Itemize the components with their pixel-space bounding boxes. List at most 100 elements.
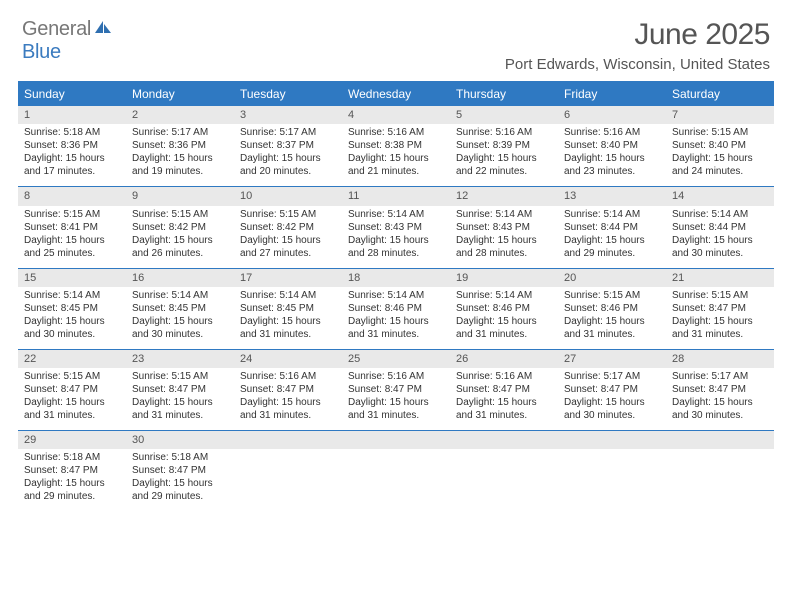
day-cell (342, 431, 450, 511)
day-body: Sunrise: 5:14 AMSunset: 8:45 PMDaylight:… (234, 287, 342, 349)
day-cell: 28Sunrise: 5:17 AMSunset: 8:47 PMDayligh… (666, 350, 774, 430)
sunrise-text: Sunrise: 5:16 AM (240, 370, 336, 383)
sunrise-text: Sunrise: 5:18 AM (24, 451, 120, 464)
daylight-text: and 30 minutes. (24, 328, 120, 341)
sunrise-text: Sunrise: 5:15 AM (24, 370, 120, 383)
sunset-text: Sunset: 8:47 PM (456, 383, 552, 396)
sunset-text: Sunset: 8:41 PM (24, 221, 120, 234)
day-number (342, 431, 450, 449)
day-cell: 24Sunrise: 5:16 AMSunset: 8:47 PMDayligh… (234, 350, 342, 430)
day-cell: 18Sunrise: 5:14 AMSunset: 8:46 PMDayligh… (342, 269, 450, 349)
day-number: 14 (666, 187, 774, 205)
sunrise-text: Sunrise: 5:14 AM (348, 289, 444, 302)
sunset-text: Sunset: 8:47 PM (132, 464, 228, 477)
daylight-text: and 29 minutes. (564, 247, 660, 260)
daylight-text: Daylight: 15 hours (24, 315, 120, 328)
day-body: Sunrise: 5:15 AMSunset: 8:42 PMDaylight:… (234, 206, 342, 268)
daylight-text: and 31 minutes. (348, 328, 444, 341)
sunset-text: Sunset: 8:42 PM (132, 221, 228, 234)
sunset-text: Sunset: 8:47 PM (132, 383, 228, 396)
day-header-thursday: Thursday (450, 83, 558, 106)
day-cell: 3Sunrise: 5:17 AMSunset: 8:37 PMDaylight… (234, 106, 342, 186)
day-number: 20 (558, 269, 666, 287)
daylight-text: and 28 minutes. (348, 247, 444, 260)
day-cell (558, 431, 666, 511)
sunrise-text: Sunrise: 5:14 AM (564, 208, 660, 221)
day-body: Sunrise: 5:15 AMSunset: 8:41 PMDaylight:… (18, 206, 126, 268)
daylight-text: and 30 minutes. (564, 409, 660, 422)
daylight-text: and 31 minutes. (24, 409, 120, 422)
daylight-text: and 30 minutes. (672, 247, 768, 260)
daylight-text: Daylight: 15 hours (348, 396, 444, 409)
sunrise-text: Sunrise: 5:14 AM (24, 289, 120, 302)
day-body (558, 449, 666, 511)
daylight-text: and 30 minutes. (132, 328, 228, 341)
day-number (450, 431, 558, 449)
day-body: Sunrise: 5:15 AMSunset: 8:47 PMDaylight:… (666, 287, 774, 349)
daylight-text: Daylight: 15 hours (132, 477, 228, 490)
day-body: Sunrise: 5:15 AMSunset: 8:47 PMDaylight:… (18, 368, 126, 430)
day-number: 10 (234, 187, 342, 205)
daylight-text: and 20 minutes. (240, 165, 336, 178)
day-cell: 9Sunrise: 5:15 AMSunset: 8:42 PMDaylight… (126, 187, 234, 267)
daylight-text: and 24 minutes. (672, 165, 768, 178)
daylight-text: and 19 minutes. (132, 165, 228, 178)
day-body: Sunrise: 5:16 AMSunset: 8:40 PMDaylight:… (558, 124, 666, 186)
sunset-text: Sunset: 8:45 PM (132, 302, 228, 315)
sunset-text: Sunset: 8:46 PM (564, 302, 660, 315)
day-cell: 27Sunrise: 5:17 AMSunset: 8:47 PMDayligh… (558, 350, 666, 430)
sunset-text: Sunset: 8:47 PM (24, 383, 120, 396)
sunset-text: Sunset: 8:47 PM (240, 383, 336, 396)
sunset-text: Sunset: 8:40 PM (564, 139, 660, 152)
day-cell: 5Sunrise: 5:16 AMSunset: 8:39 PMDaylight… (450, 106, 558, 186)
title-block: June 2025 Port Edwards, Wisconsin, Unite… (505, 18, 770, 73)
sunset-text: Sunset: 8:40 PM (672, 139, 768, 152)
day-cell: 14Sunrise: 5:14 AMSunset: 8:44 PMDayligh… (666, 187, 774, 267)
daylight-text: and 30 minutes. (672, 409, 768, 422)
day-body (342, 449, 450, 511)
sunrise-text: Sunrise: 5:17 AM (240, 126, 336, 139)
day-cell: 21Sunrise: 5:15 AMSunset: 8:47 PMDayligh… (666, 269, 774, 349)
week-row: 15Sunrise: 5:14 AMSunset: 8:45 PMDayligh… (18, 269, 774, 350)
day-cell: 13Sunrise: 5:14 AMSunset: 8:44 PMDayligh… (558, 187, 666, 267)
day-cell: 2Sunrise: 5:17 AMSunset: 8:36 PMDaylight… (126, 106, 234, 186)
daylight-text: and 31 minutes. (348, 409, 444, 422)
sunrise-text: Sunrise: 5:14 AM (240, 289, 336, 302)
calendar: Sunday Monday Tuesday Wednesday Thursday… (18, 81, 774, 511)
daylight-text: Daylight: 15 hours (24, 234, 120, 247)
sunrise-text: Sunrise: 5:14 AM (132, 289, 228, 302)
daylight-text: and 28 minutes. (456, 247, 552, 260)
logo: GeneralBlue (22, 18, 113, 64)
day-cell: 22Sunrise: 5:15 AMSunset: 8:47 PMDayligh… (18, 350, 126, 430)
week-row: 8Sunrise: 5:15 AMSunset: 8:41 PMDaylight… (18, 187, 774, 268)
day-cell (234, 431, 342, 511)
day-body: Sunrise: 5:14 AMSunset: 8:45 PMDaylight:… (18, 287, 126, 349)
day-number: 16 (126, 269, 234, 287)
day-body: Sunrise: 5:14 AMSunset: 8:45 PMDaylight:… (126, 287, 234, 349)
day-cell: 29Sunrise: 5:18 AMSunset: 8:47 PMDayligh… (18, 431, 126, 511)
daylight-text: and 21 minutes. (348, 165, 444, 178)
day-header-tuesday: Tuesday (234, 83, 342, 106)
day-cell: 10Sunrise: 5:15 AMSunset: 8:42 PMDayligh… (234, 187, 342, 267)
daylight-text: Daylight: 15 hours (348, 234, 444, 247)
day-body: Sunrise: 5:14 AMSunset: 8:46 PMDaylight:… (342, 287, 450, 349)
day-body (450, 449, 558, 511)
sunrise-text: Sunrise: 5:15 AM (132, 370, 228, 383)
daylight-text: Daylight: 15 hours (24, 477, 120, 490)
day-number: 29 (18, 431, 126, 449)
day-cell: 4Sunrise: 5:16 AMSunset: 8:38 PMDaylight… (342, 106, 450, 186)
day-number: 18 (342, 269, 450, 287)
day-body: Sunrise: 5:15 AMSunset: 8:42 PMDaylight:… (126, 206, 234, 268)
daylight-text: and 31 minutes. (564, 328, 660, 341)
day-number: 8 (18, 187, 126, 205)
day-number: 15 (18, 269, 126, 287)
sunset-text: Sunset: 8:37 PM (240, 139, 336, 152)
day-body (666, 449, 774, 511)
daylight-text: Daylight: 15 hours (240, 315, 336, 328)
day-number: 21 (666, 269, 774, 287)
sunrise-text: Sunrise: 5:14 AM (348, 208, 444, 221)
day-body: Sunrise: 5:18 AMSunset: 8:36 PMDaylight:… (18, 124, 126, 186)
daylight-text: Daylight: 15 hours (240, 234, 336, 247)
sunset-text: Sunset: 8:45 PM (240, 302, 336, 315)
day-number: 7 (666, 106, 774, 124)
